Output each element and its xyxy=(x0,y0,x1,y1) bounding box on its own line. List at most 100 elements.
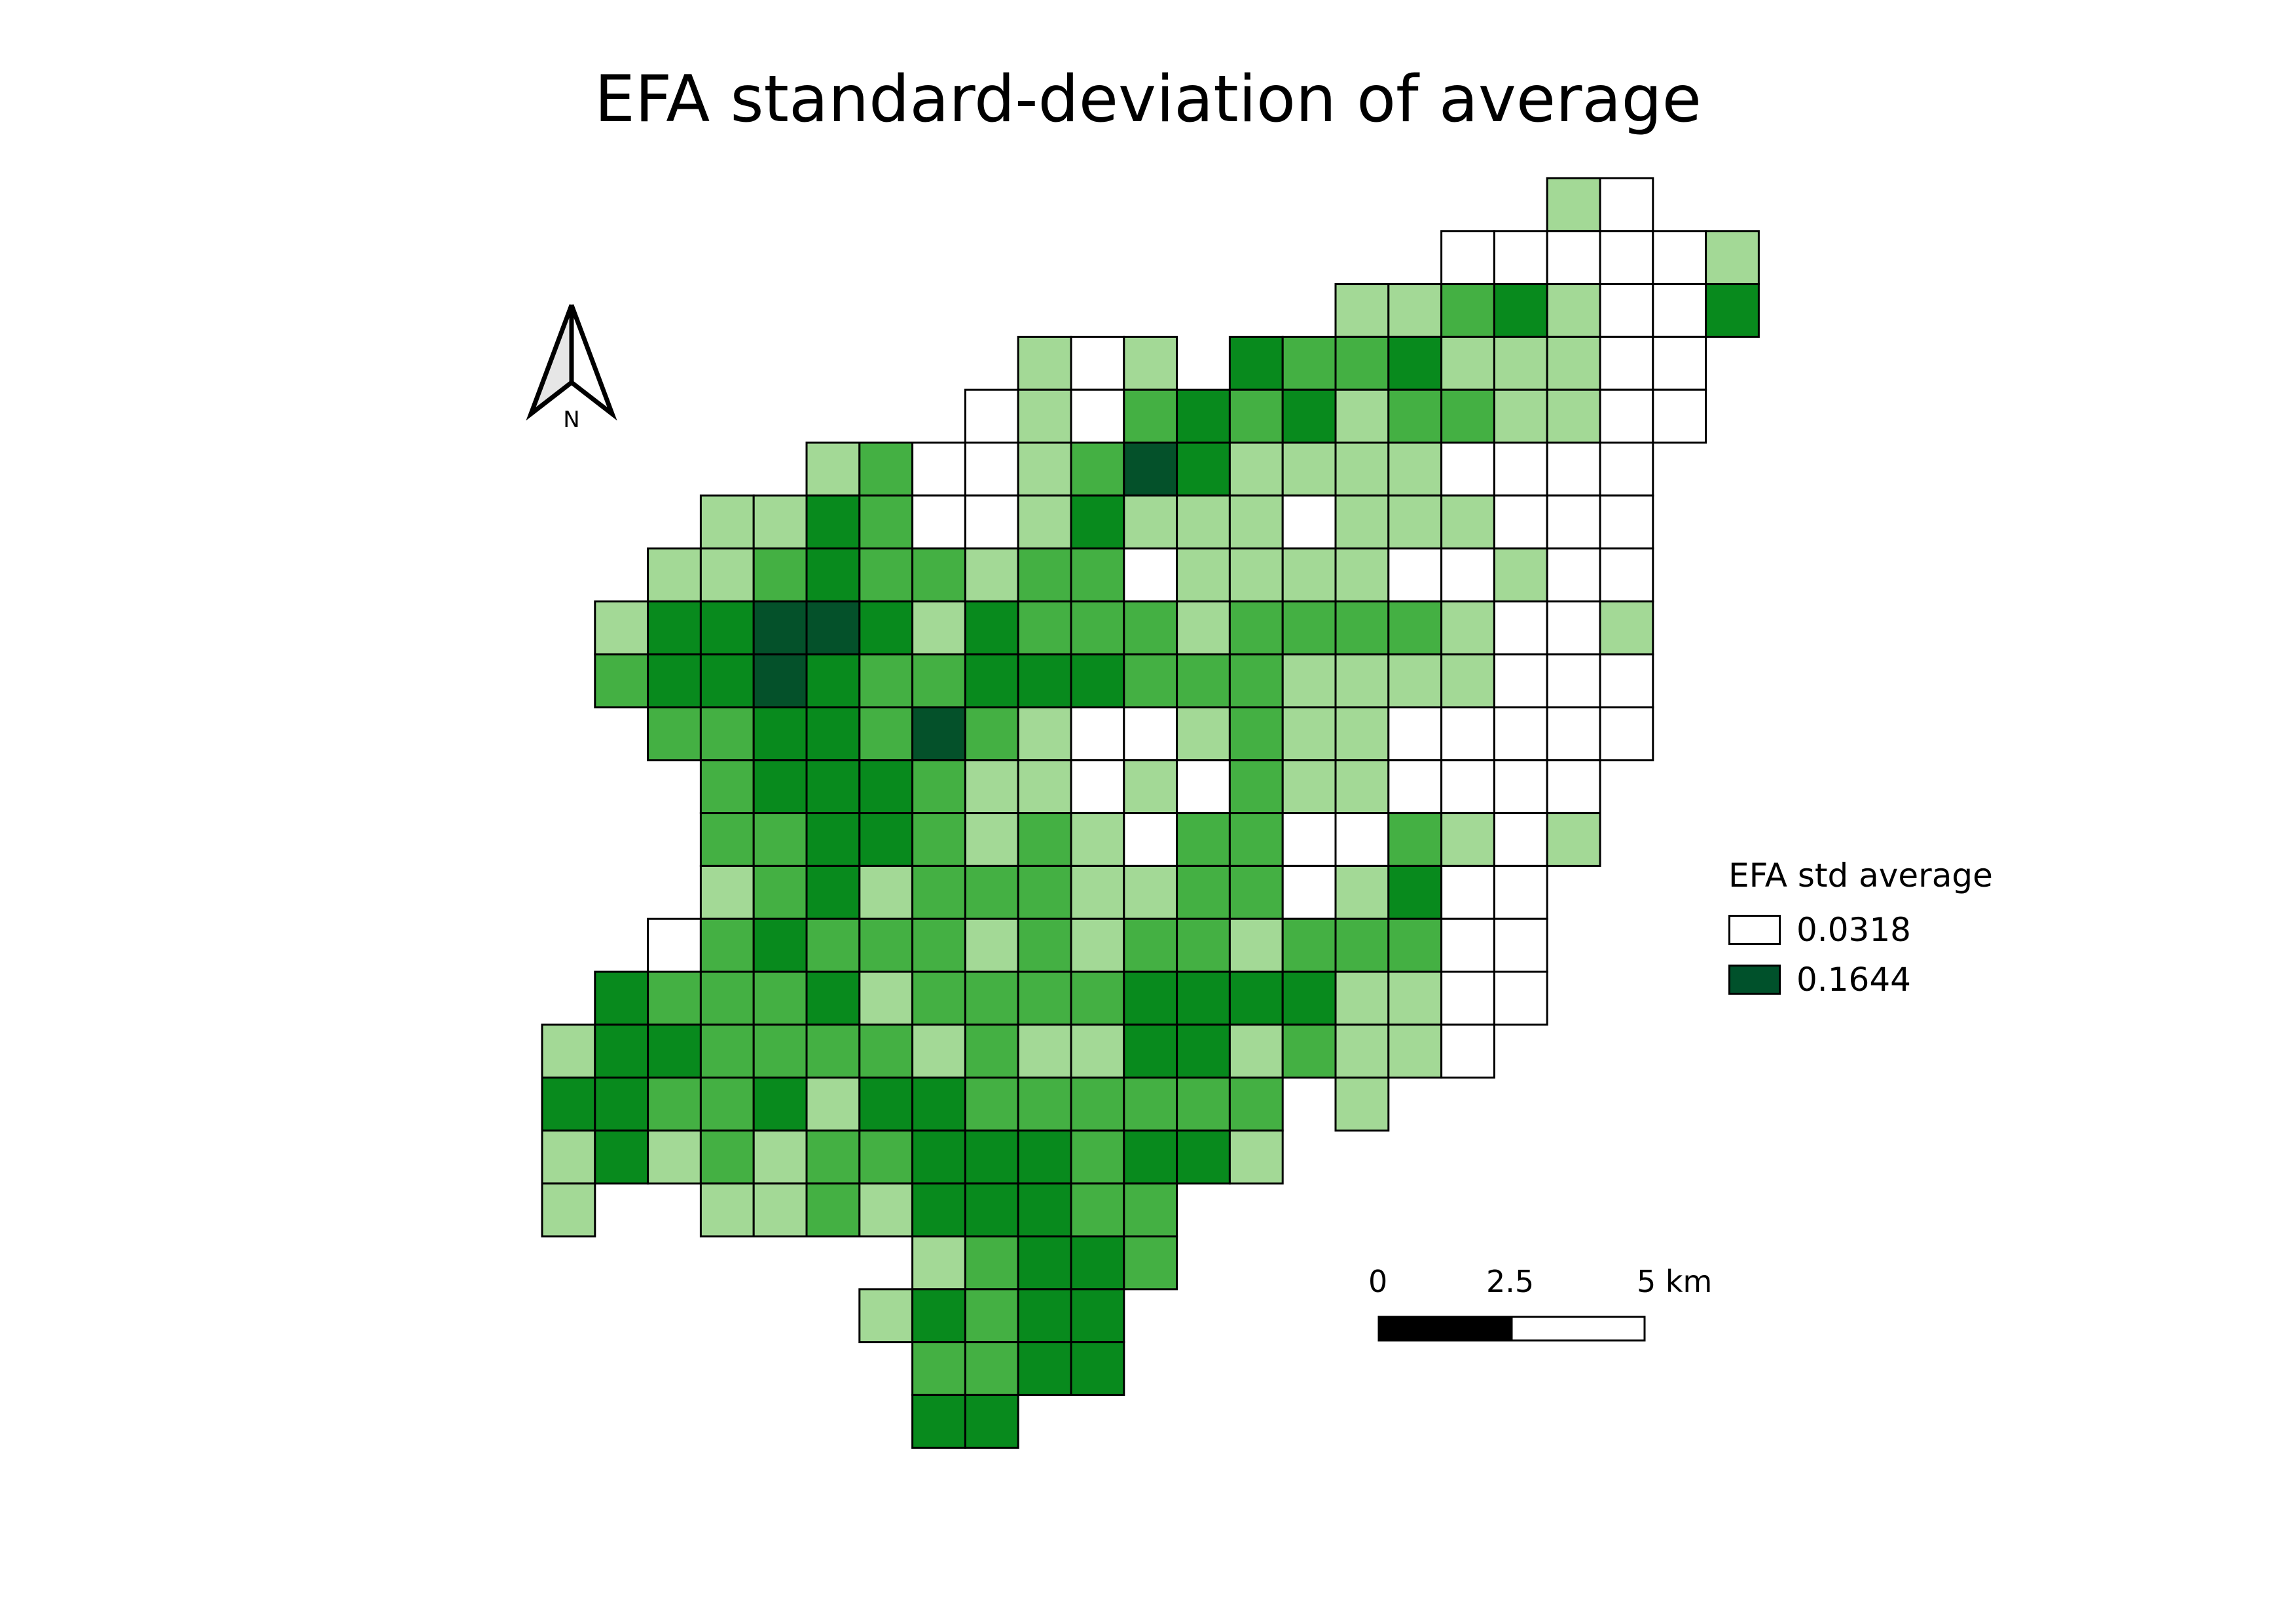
grid-cell xyxy=(964,706,1019,762)
grid-cell xyxy=(964,547,1019,602)
grid-cell xyxy=(964,441,1019,497)
grid-cell xyxy=(1281,917,1337,973)
grid-cell xyxy=(1334,547,1390,602)
grid-cell xyxy=(911,917,966,973)
grid-cell xyxy=(1546,335,1601,391)
grid-cell xyxy=(1334,1077,1390,1132)
grid-cell xyxy=(964,494,1019,550)
legend-swatch-high xyxy=(1728,965,1781,995)
grid-cell xyxy=(1123,970,1178,1026)
grid-cell xyxy=(1070,706,1125,762)
grid-cell xyxy=(752,917,808,973)
grid-cell xyxy=(1176,1077,1231,1132)
grid-cell xyxy=(805,600,861,655)
grid-cell xyxy=(1070,1341,1125,1396)
grid-cell xyxy=(1546,177,1601,232)
grid-cell xyxy=(1387,812,1443,867)
grid-cell xyxy=(752,547,808,602)
grid-cell xyxy=(1334,600,1390,655)
grid-cell xyxy=(1440,600,1495,655)
grid-cell xyxy=(1281,600,1337,655)
grid-cell xyxy=(1017,812,1072,867)
scale-tick-2-5: 2.5 xyxy=(1486,1264,1535,1299)
grid-cell xyxy=(1493,441,1548,497)
grid-cell xyxy=(594,600,649,655)
grid-cell xyxy=(1334,970,1390,1026)
grid-cell xyxy=(1493,917,1548,973)
grid-cell xyxy=(1176,917,1231,973)
north-arrow-label: N xyxy=(563,407,579,433)
grid-cell xyxy=(1281,812,1337,867)
grid-cell xyxy=(1334,335,1390,391)
grid-cell xyxy=(911,706,966,762)
grid-cell xyxy=(1546,653,1601,709)
grid-cell xyxy=(1493,547,1548,602)
grid-cell xyxy=(1440,547,1495,602)
grid-cell xyxy=(1070,864,1125,920)
grid-cell xyxy=(1493,600,1548,655)
grid-cell xyxy=(1440,230,1495,286)
grid-cell xyxy=(1334,441,1390,497)
grid-cell xyxy=(752,759,808,815)
grid-cell xyxy=(1387,970,1443,1026)
grid-cell xyxy=(1070,1077,1125,1132)
grid-cell xyxy=(699,1129,755,1185)
grid-cell xyxy=(1228,653,1284,709)
grid-cell xyxy=(1281,441,1337,497)
grid-cell xyxy=(1334,706,1390,762)
grid-cell xyxy=(1440,917,1495,973)
grid-cell xyxy=(1070,970,1125,1026)
grid-cell xyxy=(1652,230,1707,286)
grid-cell xyxy=(1070,547,1125,602)
grid-cell xyxy=(1070,1182,1125,1238)
grid-cell xyxy=(1546,706,1601,762)
grid-cell xyxy=(1334,494,1390,550)
grid-cell xyxy=(1228,759,1284,815)
grid-cell xyxy=(1176,653,1231,709)
grid-cell xyxy=(1123,600,1178,655)
grid-cell xyxy=(964,1024,1019,1079)
grid-cell xyxy=(911,1024,966,1079)
legend: EFA std average 0.0318 0.1644 xyxy=(1728,857,1993,1007)
grid-cell xyxy=(699,864,755,920)
grid-cell xyxy=(594,1129,649,1185)
grid-cell xyxy=(1123,653,1178,709)
grid-cell xyxy=(964,1129,1019,1185)
grid-cell xyxy=(594,653,649,709)
grid-cell xyxy=(1493,230,1548,286)
grid-cell xyxy=(699,917,755,973)
grid-cell xyxy=(1228,864,1284,920)
grid-cell xyxy=(1123,388,1178,444)
grid-cell xyxy=(1228,917,1284,973)
grid-cell xyxy=(1017,600,1072,655)
grid-cell xyxy=(1123,864,1178,920)
grid-cell xyxy=(752,494,808,550)
grid-cell xyxy=(1123,441,1178,497)
grid-cell xyxy=(1440,494,1495,550)
legend-title: EFA std average xyxy=(1728,857,1993,895)
grid-cell xyxy=(805,917,861,973)
grid-cell xyxy=(1228,970,1284,1026)
grid-cell xyxy=(647,917,702,973)
grid-cell xyxy=(911,600,966,655)
grid-cell xyxy=(1228,547,1284,602)
grid-cell xyxy=(1123,1235,1178,1291)
grid-cell xyxy=(911,1182,966,1238)
grid-cell xyxy=(1123,1077,1178,1132)
grid-cell xyxy=(1546,812,1601,867)
grid-cell xyxy=(1017,759,1072,815)
grid-cell xyxy=(1652,388,1707,444)
grid-cell xyxy=(805,547,861,602)
grid-cell xyxy=(1440,335,1495,391)
grid-cell xyxy=(858,864,914,920)
grid-cell xyxy=(911,1393,966,1449)
grid-cell xyxy=(911,970,966,1026)
grid-cell xyxy=(1387,864,1443,920)
grid-cell xyxy=(911,494,966,550)
grid-cell xyxy=(1176,812,1231,867)
grid-cell xyxy=(1493,335,1548,391)
grid-cell xyxy=(858,600,914,655)
grid-cell xyxy=(1123,812,1178,867)
grid-cell xyxy=(964,1288,1019,1344)
grid-cell xyxy=(858,1024,914,1079)
